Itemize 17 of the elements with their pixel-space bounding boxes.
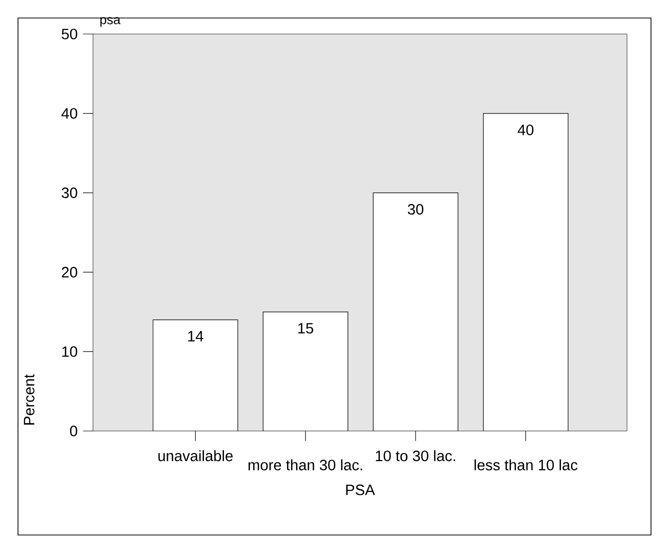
chart-title: psa bbox=[100, 17, 120, 27]
x-axis-title: PSA bbox=[346, 484, 375, 496]
x-tick-label: less than 10 lac bbox=[474, 459, 578, 470]
x-tick-label: 10 to 30 lac. bbox=[376, 450, 456, 462]
data-label: 14 bbox=[188, 331, 204, 342]
data-label: 30 bbox=[408, 204, 424, 215]
data-label: 15 bbox=[298, 323, 314, 334]
data-label: 40 bbox=[518, 124, 534, 136]
y-tick-label: 20 bbox=[62, 266, 78, 278]
y-tick-label: 40 bbox=[61, 108, 78, 119]
y-tick-label: 30 bbox=[62, 187, 78, 198]
y-tick-label: 10 bbox=[62, 346, 78, 357]
x-tick-label: unavailable bbox=[158, 450, 233, 462]
y-axis-title: Percent bbox=[24, 374, 34, 425]
y-tick-label: 0 bbox=[70, 426, 78, 436]
x-tick-label: more than 30 lac. bbox=[248, 459, 362, 470]
y-tick-label: 50 bbox=[62, 28, 78, 40]
